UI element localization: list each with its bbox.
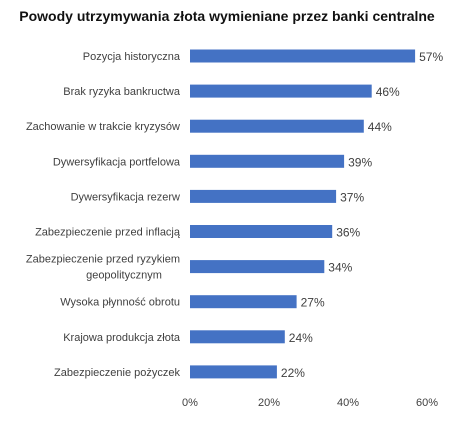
category-label: Zachowanie w trakcie kryzysów <box>26 121 180 133</box>
bar <box>190 225 333 238</box>
category-label: Pozycja historyczna <box>83 51 181 63</box>
x-tick-label: 60% <box>416 397 438 409</box>
data-label: 57% <box>419 50 443 64</box>
data-label: 22% <box>281 366 305 380</box>
category-label: Zabezpieczenie pożyczek <box>54 367 180 379</box>
bar <box>190 84 372 98</box>
bar <box>190 119 364 133</box>
category-label: Brak ryzyka bankructwa <box>63 86 181 98</box>
data-label: 39% <box>348 155 372 169</box>
category-label: Wysoka płynność obrotu <box>60 297 180 309</box>
category-label: Zabezpieczenie przed ryzykiem geopolitycz… <box>26 254 180 282</box>
category-label: Krajowa produkcja złota <box>63 332 181 344</box>
data-label: 46% <box>376 85 400 99</box>
bar <box>190 295 297 309</box>
category-label: Zabezpieczenie przed inflacją <box>35 227 181 239</box>
bar <box>190 189 337 203</box>
data-label: 24% <box>289 331 313 345</box>
data-label: 34% <box>328 261 352 275</box>
x-tick-label: 40% <box>337 397 359 409</box>
data-label: 37% <box>340 190 364 204</box>
data-label: 44% <box>368 120 392 134</box>
data-label: 27% <box>301 296 325 310</box>
chart-title: Powody utrzymywania złota wymieniane prz… <box>19 8 435 24</box>
bar <box>190 260 325 274</box>
category-label: Dywersyfikacja rezerw <box>71 191 180 203</box>
data-label: 36% <box>336 226 360 240</box>
bar <box>190 49 416 63</box>
bar <box>190 330 285 344</box>
x-tick-label: 0% <box>182 397 198 409</box>
category-label: Dywersyfikacja portfelowa <box>53 156 181 168</box>
bar <box>190 154 345 168</box>
bar <box>190 365 277 379</box>
x-tick-label: 20% <box>258 397 280 409</box>
